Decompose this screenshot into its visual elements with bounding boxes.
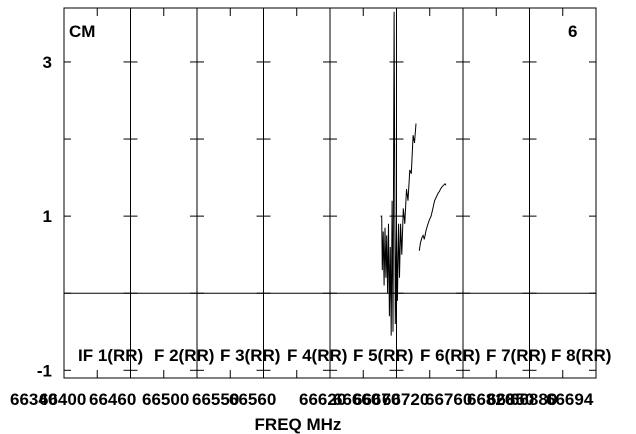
if-band-label: F 3(RR)	[220, 346, 280, 365]
if-band-label: F 2(RR)	[154, 346, 214, 365]
x-axis-label: FREQ MHz	[255, 415, 342, 434]
if-band-label: F 8(RR)	[551, 346, 611, 365]
y-tick-label: 3	[43, 53, 52, 72]
if-band-label: F 4(RR)	[287, 346, 347, 365]
x-tick-label: 66560	[229, 390, 276, 409]
x-tick-label: 66760	[425, 390, 472, 409]
x-tick-label: 66340	[10, 390, 57, 409]
if-band-label: F 7(RR)	[486, 346, 546, 365]
x-tick-label: 66880	[510, 390, 557, 409]
x-tick-label: 66400	[39, 390, 86, 409]
x-tick-label: 66550	[192, 390, 239, 409]
x-tick-label: 66620	[299, 390, 346, 409]
y-tick-label: 1	[43, 207, 52, 226]
x-tick-label: 66694	[546, 390, 594, 409]
x-tick-label: 66500	[142, 390, 189, 409]
if-band-label: F 6(RR)	[420, 346, 480, 365]
x-tick-label: 66720	[382, 390, 429, 409]
data-series-group	[380, 11, 447, 336]
y-tick-label: -1	[37, 361, 52, 380]
y-tick-labels: 3 1 -1	[37, 53, 52, 380]
series-line-2	[418, 182, 447, 251]
x-tick-label: 66460	[89, 390, 136, 409]
x-tick-label: 66670	[353, 390, 400, 409]
grid-lines	[130, 8, 530, 378]
series-line-1	[380, 11, 417, 336]
if-band-label: F 5(RR)	[353, 346, 413, 365]
corner-label-right: 6	[568, 22, 577, 41]
x-tick-label: 66850	[487, 390, 534, 409]
if-band-labels: IF 1(RR) F 2(RR) F 3(RR) F 4(RR) F 5(RR) F 6(…	[78, 346, 611, 365]
if-band-label: IF 1(RR)	[78, 346, 143, 365]
x-tick-label: 66660	[333, 390, 380, 409]
corner-label-left: CM	[69, 22, 95, 41]
x-tick-label: 66820	[467, 390, 514, 409]
